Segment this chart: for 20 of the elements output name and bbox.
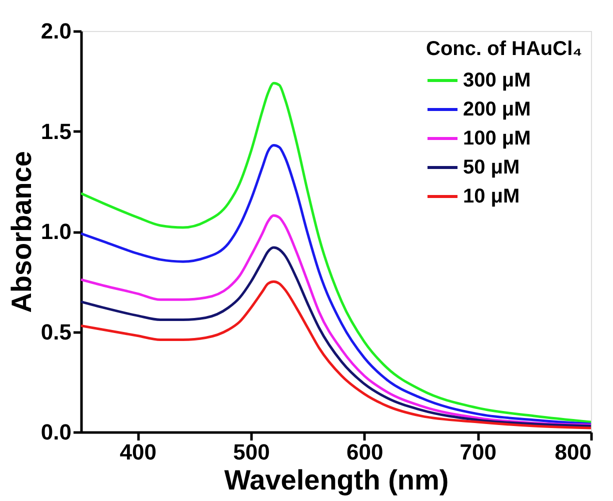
legend-label: 200 μM (463, 98, 531, 120)
line-series (81, 246, 591, 428)
x-tick-label: 800 (554, 440, 592, 464)
y-tick-label: 2.0 (40, 18, 72, 44)
y-tick-label: 1.5 (40, 118, 72, 144)
x-tick-label: 400 (120, 440, 157, 464)
y-tick-label: 0.0 (40, 420, 72, 444)
legend-label: 50 μM (463, 156, 520, 178)
legend-title: Conc. of HAuCl₄ (426, 38, 582, 60)
y-axis-title: Absorbance (6, 151, 37, 313)
x-tick-label: 600 (346, 440, 384, 464)
x-tick-label: 700 (460, 440, 497, 464)
x-axis-title: Wavelength (nm) (224, 464, 449, 496)
legend-label: 300 μM (463, 70, 531, 92)
legend-label: 10 μM (463, 186, 520, 208)
legend-label: 100 μM (463, 128, 531, 150)
line-series (81, 280, 591, 430)
y-tick-label: 0.5 (40, 319, 72, 344)
x-tick-label: 500 (233, 440, 270, 464)
y-tick-label: 1.0 (40, 219, 72, 244)
